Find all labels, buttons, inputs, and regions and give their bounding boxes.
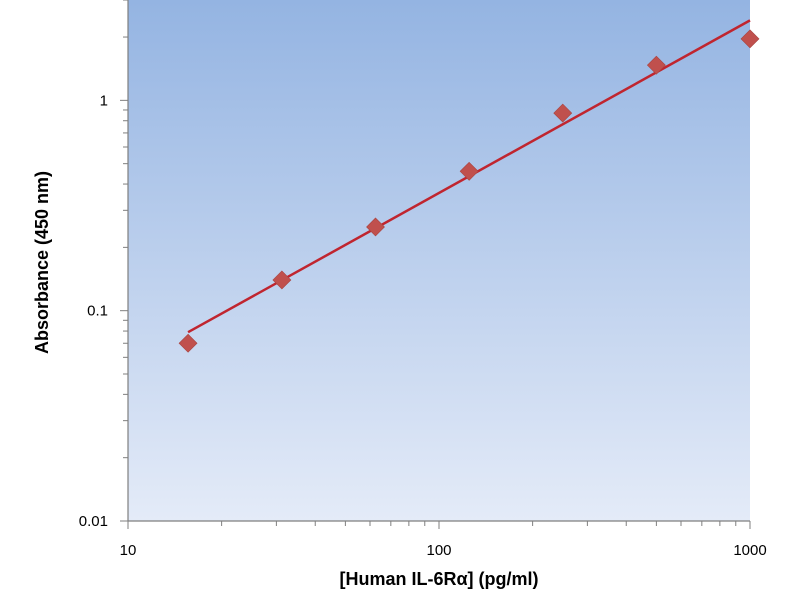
- y-tick-label: 1: [100, 92, 108, 109]
- data-point: [272, 270, 292, 290]
- data-points: [178, 29, 760, 353]
- data-point: [178, 333, 198, 353]
- x-tick-labels: 10 100 1000: [120, 542, 767, 559]
- data-point: [553, 103, 573, 123]
- x-axis-title: [Human IL-6Rα] (pg/ml): [339, 569, 538, 589]
- y-tick-labels: 0.01 0.1 1: [79, 92, 108, 530]
- y-tick-label: 0.01: [79, 513, 108, 530]
- plot-area: [128, 0, 750, 521]
- x-tick-label: 1000: [733, 542, 766, 559]
- data-point: [740, 29, 760, 49]
- data-point: [366, 217, 385, 237]
- x-tick-label: 10: [120, 542, 137, 559]
- data-point: [646, 55, 666, 75]
- axes: [120, 0, 751, 529]
- data-point: [459, 161, 479, 181]
- y-tick-label: 0.1: [87, 303, 108, 320]
- x-tick-label: 100: [426, 542, 451, 559]
- y-axis-title: Absorbance (450 nm): [32, 171, 52, 354]
